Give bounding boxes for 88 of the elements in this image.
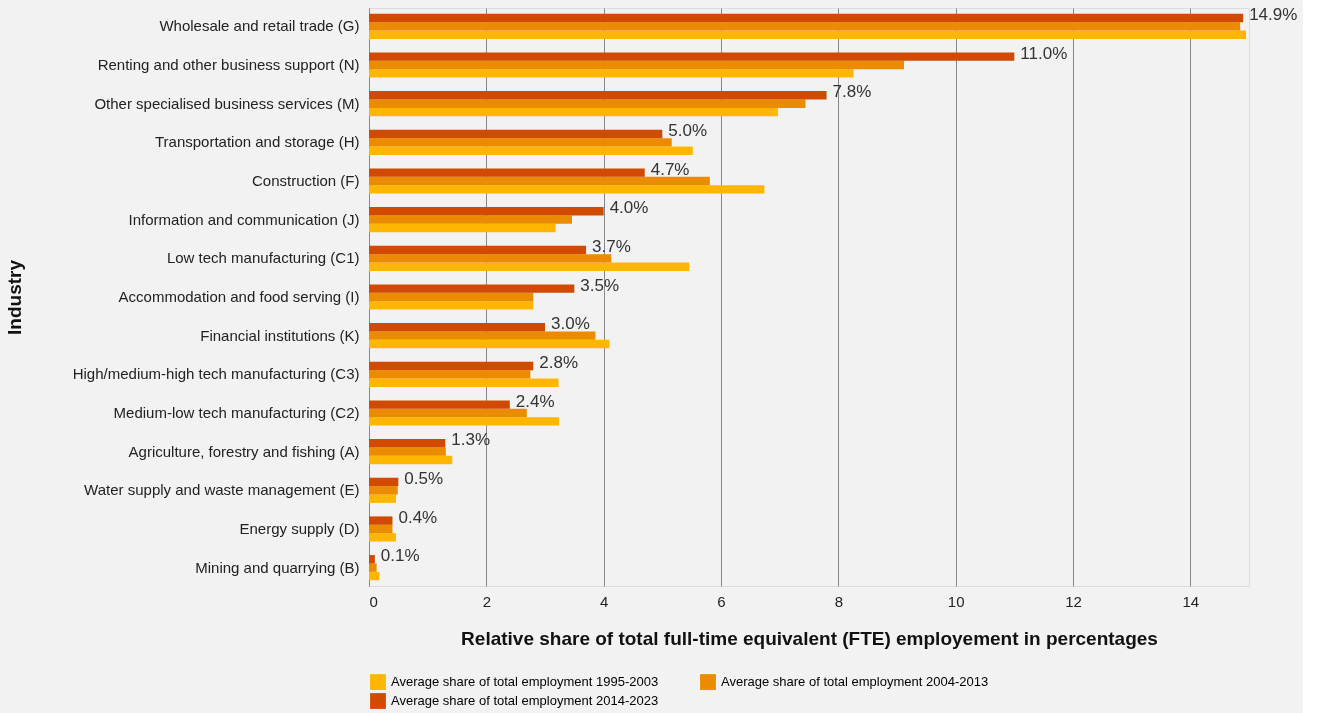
x-tick-label: 4 [599, 592, 609, 610]
x-tick-label: 10 [947, 592, 965, 610]
bar [369, 494, 396, 503]
bar [369, 107, 778, 117]
bar [369, 207, 604, 216]
bar [369, 417, 560, 426]
bar [369, 176, 710, 186]
data-label: 2.8% [539, 352, 579, 372]
bar [369, 13, 1244, 23]
y-tick-label: Renting and other business support (N) [97, 56, 360, 74]
data-label: 14.9% [1249, 4, 1298, 24]
bar [369, 533, 396, 542]
x-tick-label: 14 [1182, 592, 1200, 610]
bar [369, 69, 854, 78]
x-tick-label: 0 [369, 592, 378, 610]
x-tick-label: 2 [482, 592, 492, 610]
x-tick-label: 12 [1065, 592, 1082, 610]
bar [369, 563, 377, 572]
data-label: 1.3% [451, 430, 491, 450]
bar [369, 292, 534, 302]
bar [369, 284, 575, 293]
legend-label: Average share of total employment 1995-2003 [391, 674, 659, 690]
bar [369, 477, 399, 487]
y-tick-label: High/medium-high tech manufacturing (C3) [72, 365, 360, 383]
bar [369, 323, 545, 332]
y-tick-label: Wholesale and retail trade (G) [159, 17, 360, 35]
data-label: 4.7% [650, 159, 690, 179]
bar [369, 408, 527, 418]
y-tick-label: Energy supply (D) [239, 519, 360, 537]
bar [369, 245, 587, 255]
y-tick-label: Medium-low tech manufacturing (C2) [113, 403, 360, 421]
bar [369, 439, 446, 448]
bar [369, 168, 645, 177]
bar [369, 146, 693, 155]
bar [369, 223, 556, 233]
x-tick-label: 8 [834, 592, 844, 610]
bar [369, 370, 531, 379]
y-tick-label: Agriculture, forestry and fishing (A) [128, 442, 360, 460]
legend-label: Average share of total employment 2004-2013 [721, 674, 989, 690]
bar [369, 339, 610, 349]
data-label: 3.5% [580, 275, 620, 295]
bar [369, 262, 690, 271]
bar [369, 254, 612, 263]
y-axis-title: Industry [3, 259, 25, 335]
bar [369, 455, 453, 465]
bar [369, 331, 596, 340]
bar [369, 99, 806, 108]
legend-label: Average share of total employment 2014-2023 [391, 693, 659, 708]
y-tick-label: Construction (F) [251, 172, 360, 190]
data-label: 11.0% [1020, 43, 1068, 63]
bar [369, 486, 398, 495]
bar [369, 138, 672, 147]
x-tick-label: 6 [717, 592, 726, 610]
y-tick-label: Low tech manufacturing (C1) [166, 249, 360, 267]
bar [369, 129, 663, 139]
bar [369, 447, 446, 456]
data-label: 0.1% [380, 546, 420, 566]
data-label: 0.5% [404, 468, 444, 488]
data-label: 4.0% [609, 198, 649, 218]
y-tick-label: Transportation and storage (H) [154, 133, 360, 151]
bar [369, 361, 534, 371]
bar [369, 378, 559, 387]
bar [369, 52, 1015, 61]
y-tick-label: Mining and quarrying (B) [195, 558, 360, 576]
bar [369, 91, 827, 100]
bar [369, 301, 534, 310]
y-tick-label: Accommodation and food serving (I) [118, 288, 360, 305]
x-axis-title: Relative share of total full-time equivalent (FTE) employement in percentages [461, 627, 1158, 649]
y-tick-label: Water supply and waste management (E) [84, 481, 360, 499]
data-label: 0.4% [398, 507, 438, 527]
bar [369, 555, 375, 564]
data-label: 3.7% [592, 236, 631, 256]
data-label: 3.0% [551, 314, 590, 334]
bar [369, 516, 393, 525]
y-tick-label: Other specialised business services (M) [94, 94, 360, 112]
bar [369, 400, 510, 409]
data-label: 2.4% [515, 391, 555, 411]
bar [369, 215, 572, 224]
bar [369, 60, 905, 70]
y-tick-label: Financial institutions (K) [200, 326, 360, 344]
bar [369, 524, 393, 534]
bar [369, 30, 1247, 39]
bar [369, 22, 1241, 31]
data-label: 7.8% [832, 82, 872, 102]
bar [369, 185, 765, 194]
data-label: 5.0% [668, 120, 708, 140]
bar [369, 571, 380, 581]
y-tick-label: Information and communication (J) [128, 210, 360, 228]
